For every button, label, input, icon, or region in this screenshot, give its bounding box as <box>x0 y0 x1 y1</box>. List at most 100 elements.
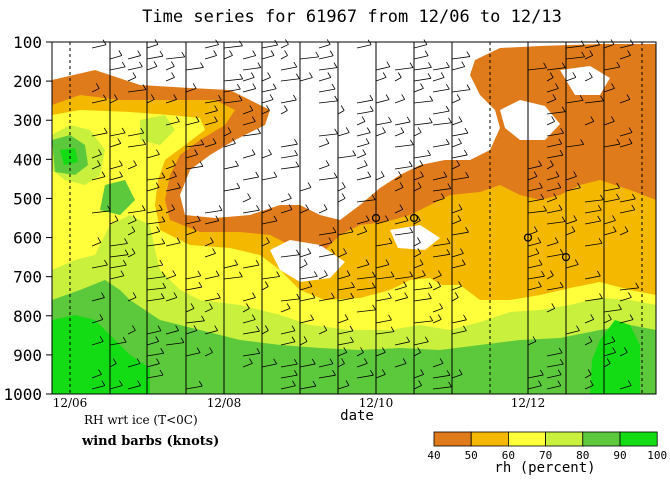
wind-barb <box>565 144 584 148</box>
wind-barb <box>584 374 592 379</box>
wind-barb <box>127 66 143 71</box>
wind-barb <box>413 352 421 357</box>
circle-markers <box>371 213 571 262</box>
wind-barb <box>299 363 316 368</box>
wind-barb-flag <box>371 271 376 277</box>
wind-barb <box>565 264 579 269</box>
wind-barb <box>413 77 432 82</box>
wind-barb-flag <box>350 336 354 343</box>
wind-barb-flag <box>175 325 179 331</box>
wind-barb-flag <box>447 183 452 189</box>
wind-barb <box>527 210 547 214</box>
wind-barb-flag <box>463 325 467 331</box>
wind-barb-flag <box>558 347 563 354</box>
wind-barb <box>603 66 620 71</box>
wind-barb-flag <box>156 149 160 155</box>
wind-barb-flag <box>406 336 410 343</box>
wind-barb <box>603 44 615 49</box>
wind-barb <box>619 55 631 60</box>
wind-barb-flag <box>424 336 429 342</box>
wind-barb-flag <box>445 105 450 112</box>
wind-barb <box>318 44 331 49</box>
wind-barb <box>451 154 468 159</box>
wind-barb <box>185 220 201 225</box>
wind-barb <box>204 110 218 115</box>
wind-barb-flag <box>409 62 414 68</box>
wind-barb <box>185 286 202 291</box>
wind-barb-flag <box>137 380 141 386</box>
wind-barb-flag <box>120 270 125 276</box>
wind-barb-flag <box>553 193 558 199</box>
wind-barb <box>299 187 312 192</box>
wind-barb <box>299 319 314 324</box>
wind-barb-flag <box>588 72 593 78</box>
wind-barb-flag <box>616 61 621 68</box>
wind-barb <box>146 287 166 291</box>
wind-barb <box>546 88 559 93</box>
wind-barb <box>527 264 543 269</box>
wind-barb <box>242 133 261 137</box>
wind-barb-flag <box>132 292 137 298</box>
wind-barb <box>546 187 561 192</box>
wind-barb <box>91 385 105 390</box>
wind-barb-flag <box>381 347 386 353</box>
chart-title: Time series for 61967 from 12/06 to 12/1… <box>142 7 562 27</box>
wind-barb <box>318 330 328 335</box>
wind-barb-flag <box>160 348 165 354</box>
wind-barb-flag <box>345 127 350 133</box>
wind-barb-flag <box>629 314 634 320</box>
wind-barb <box>565 330 580 335</box>
wind-barb-flag <box>460 248 464 254</box>
wind-barb <box>375 99 390 104</box>
wind-barb-flag <box>446 249 451 255</box>
wind-barb <box>619 132 633 137</box>
wind-barb <box>394 132 404 137</box>
wind-barb <box>280 55 288 60</box>
wind-barb-flag <box>401 94 406 100</box>
wind-barb <box>394 341 410 346</box>
wind-barb-flag <box>402 358 407 364</box>
wind-barb <box>432 143 450 148</box>
wind-barb <box>432 286 441 291</box>
wind-barb-flag <box>439 358 444 364</box>
wind-barb-flag <box>311 358 316 365</box>
y-tick-label: 600 <box>13 229 42 248</box>
wind-barb <box>356 199 376 203</box>
wind-barb-flag <box>540 193 545 200</box>
wind-barb-flag <box>365 138 370 144</box>
wind-barb-flag <box>192 226 197 232</box>
wind-barb <box>242 55 256 60</box>
wind-barb <box>527 253 539 258</box>
wind-barb <box>413 88 424 93</box>
wind-barb-flag <box>538 380 542 386</box>
y-tick-label: 300 <box>13 111 42 130</box>
wind-barb-flag <box>366 127 371 133</box>
wind-barb <box>146 276 166 280</box>
wind-barb <box>91 210 111 214</box>
wind-barb-flag <box>461 61 466 67</box>
wind-barb-flag <box>597 215 602 222</box>
wind-barb <box>242 264 260 269</box>
wind-barb <box>413 55 429 60</box>
wind-barb <box>451 330 467 335</box>
wind-barb <box>299 286 313 291</box>
wind-barb-flag <box>288 193 292 199</box>
wind-barb-flag <box>161 216 166 222</box>
wind-barb-flag <box>561 216 566 222</box>
wind-barb <box>546 67 566 71</box>
wind-barb <box>146 209 163 214</box>
wind-barb-flag <box>458 369 463 375</box>
wind-barb <box>565 77 576 82</box>
wind-barb-flag <box>284 50 288 56</box>
wind-barb-flag <box>171 72 175 78</box>
wind-barb <box>223 100 243 104</box>
wind-barb <box>204 143 217 148</box>
wind-barb <box>127 231 136 236</box>
wind-barb <box>337 198 346 203</box>
wind-barb-flag <box>121 61 126 68</box>
wind-barb-flag <box>559 281 564 288</box>
wind-barb-flag <box>101 380 106 386</box>
y-tick-label: 400 <box>13 150 42 169</box>
wind-barb-flag <box>446 61 450 68</box>
wind-barb <box>375 220 389 225</box>
